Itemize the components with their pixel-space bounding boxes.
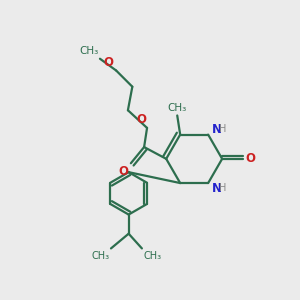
Text: O: O [245,152,255,165]
Text: O: O [104,56,114,69]
Text: CH₃: CH₃ [143,251,161,261]
Text: H: H [219,183,226,194]
Text: N: N [212,182,222,195]
Text: O: O [118,165,128,178]
Text: N: N [212,123,222,136]
Text: CH₃: CH₃ [92,251,110,261]
Text: CH₃: CH₃ [79,46,98,56]
Text: H: H [219,124,226,134]
Text: O: O [137,113,147,126]
Text: CH₃: CH₃ [168,103,187,113]
